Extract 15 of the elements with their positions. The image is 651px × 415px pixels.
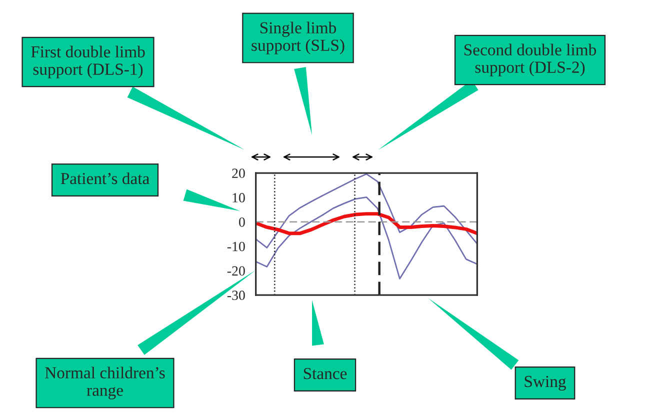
text: Patient’s data [60,172,150,184]
text: Swing [524,376,566,391]
y-tick-label: -20 [227,266,245,276]
line-series [256,196,478,280]
y-tick-label: -30 [227,290,245,300]
text: First double limb support (DLS-1) [31,46,145,78]
y-tick-label: 10 [232,193,245,202]
text: Stance [304,368,347,380]
y-tick-label: -10 [227,242,245,252]
y-tick-label: 0 [239,217,245,227]
y-tick-label: 20 [232,168,245,178]
line-series [256,212,478,236]
text: Normal children’s range [45,366,165,400]
text: Second double limb support (DLS-2) [464,44,596,76]
text: Single limb support (SLS) [252,22,344,54]
